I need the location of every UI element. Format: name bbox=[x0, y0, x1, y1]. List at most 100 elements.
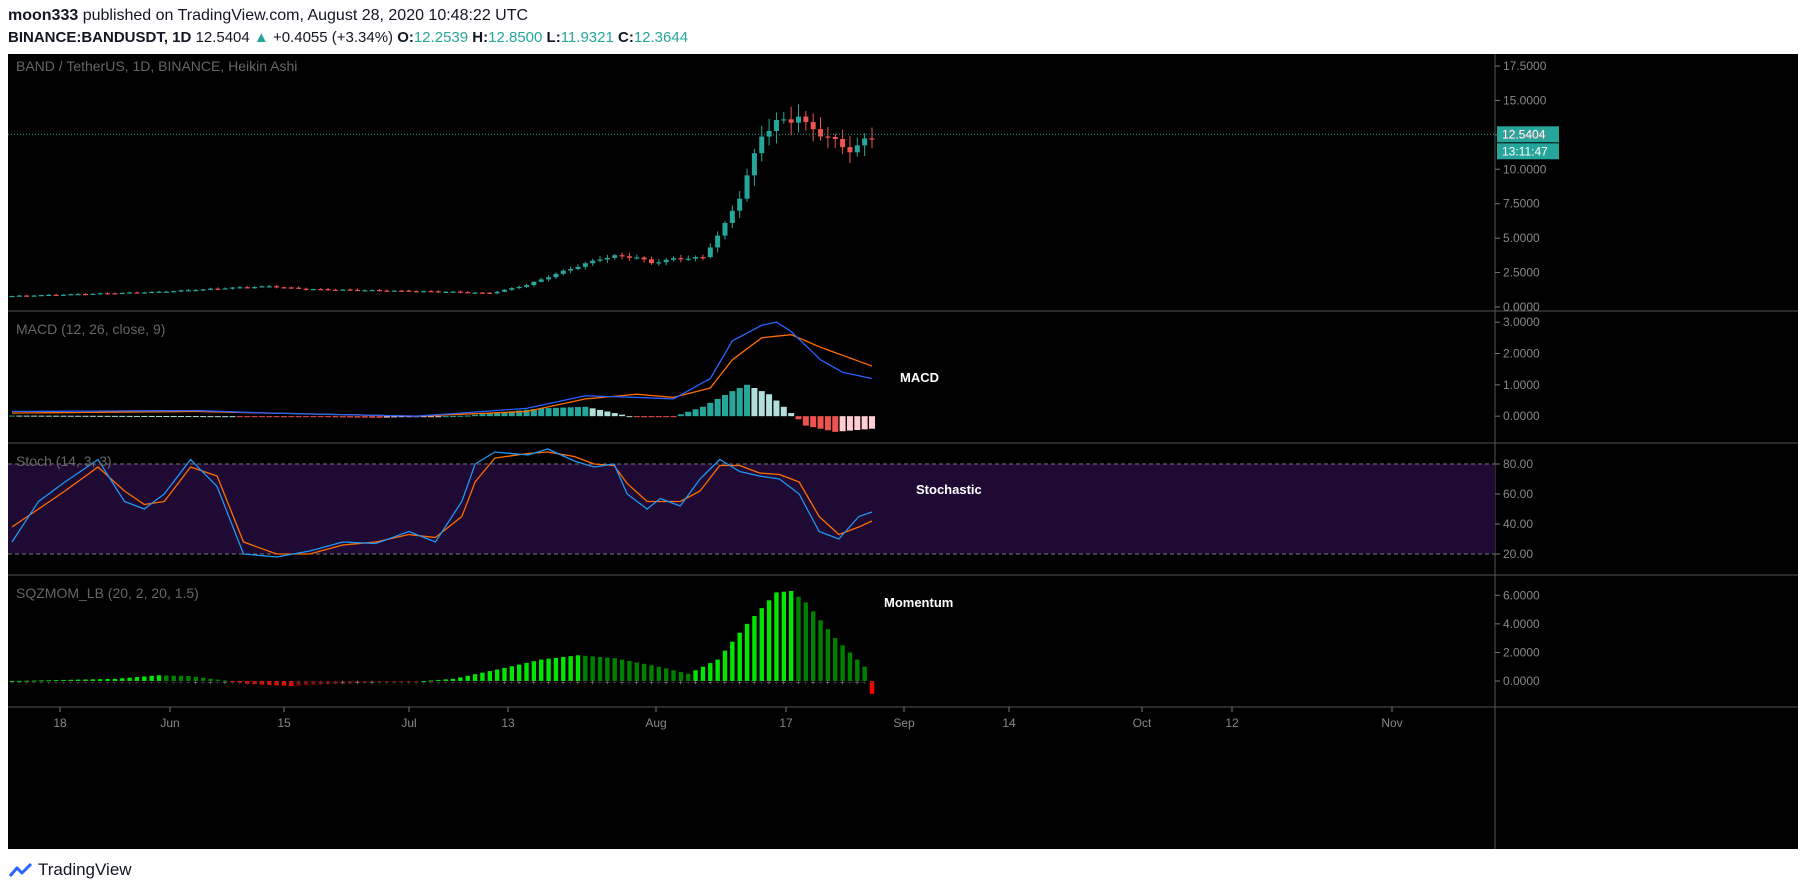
squeeze-dot: + bbox=[730, 678, 735, 687]
momentum-bar bbox=[311, 681, 316, 685]
squeeze-dot: + bbox=[32, 678, 37, 687]
candle-body bbox=[75, 294, 81, 296]
candle-body bbox=[671, 258, 677, 260]
candle-body bbox=[369, 290, 375, 292]
macd-histogram-bar bbox=[516, 410, 523, 417]
candle-body bbox=[266, 286, 272, 288]
candle-body bbox=[215, 288, 221, 290]
momentum-bar bbox=[369, 681, 375, 683]
stoch-annotation: Stochastic bbox=[916, 482, 982, 497]
squeeze-dot: + bbox=[245, 678, 250, 687]
squeeze-dot: + bbox=[862, 678, 867, 687]
candle-body bbox=[318, 289, 324, 291]
momentum-bar bbox=[509, 666, 515, 681]
candle-body bbox=[141, 292, 147, 294]
candle-body bbox=[178, 290, 184, 292]
candle-body bbox=[200, 289, 206, 291]
squeeze-dot: + bbox=[98, 678, 103, 687]
candle-body bbox=[641, 257, 647, 260]
candle-body bbox=[281, 287, 287, 289]
candle-body bbox=[626, 256, 632, 258]
momentum-bar bbox=[612, 658, 617, 681]
squeeze-dot: + bbox=[539, 678, 544, 687]
candle-body bbox=[421, 291, 427, 293]
momentum-bar bbox=[539, 659, 544, 681]
squeeze-dot: + bbox=[833, 678, 838, 687]
macd-histogram-bar bbox=[626, 416, 633, 418]
squeeze-dot: + bbox=[281, 678, 286, 687]
squeeze-dot: + bbox=[326, 678, 331, 687]
macd-histogram-bar bbox=[435, 416, 442, 418]
squeeze-dot: + bbox=[531, 678, 536, 687]
squeeze-dot: + bbox=[789, 678, 794, 687]
momentum-bar bbox=[105, 679, 110, 681]
macd-histogram-bar bbox=[707, 402, 714, 417]
momentum-bar bbox=[788, 591, 794, 681]
squeeze-dot: + bbox=[656, 678, 661, 687]
momentum-bar bbox=[656, 666, 662, 681]
chart-container[interactable]: + + + + + + + + + + + + + + + + + + + + + + + + + + + + + + + + + + + + + + + +… bbox=[8, 54, 1798, 849]
squeeze-dot: + bbox=[583, 678, 588, 687]
momentum-bar bbox=[458, 677, 463, 681]
squeeze-dot: + bbox=[157, 678, 162, 687]
momentum-bar bbox=[237, 681, 243, 683]
macd-histogram-bar bbox=[729, 391, 736, 417]
squeeze-dot: + bbox=[90, 678, 95, 687]
squeeze-dot: + bbox=[553, 678, 558, 687]
squeeze-dot: + bbox=[149, 678, 154, 687]
macd-histogram-bar bbox=[795, 416, 802, 420]
momentum-bar bbox=[781, 591, 786, 681]
candle-body bbox=[560, 270, 566, 274]
candle-body bbox=[156, 291, 162, 293]
symbol-line: BINANCE:BANDUSDT, 1D 12.5404 ▲ +0.4055 (… bbox=[8, 29, 688, 46]
squeeze-dot: + bbox=[634, 678, 639, 687]
squeeze-dot: + bbox=[693, 678, 698, 687]
squeeze-dot: + bbox=[649, 678, 654, 687]
candle-body bbox=[9, 295, 15, 298]
open-value: 12.2539 bbox=[413, 29, 469, 46]
squeeze-dot: + bbox=[818, 678, 823, 687]
momentum-bar bbox=[296, 681, 301, 686]
candle-body bbox=[832, 137, 838, 140]
time-tick-label: 13 bbox=[501, 716, 515, 730]
squeeze-dot: + bbox=[318, 678, 323, 687]
momentum-bar bbox=[421, 681, 426, 682]
momentum-bar bbox=[722, 650, 728, 681]
chart-svg[interactable]: + + + + + + + + + + + + + + + + + + + + + + + + + + + + + + + + + + + + + + + +… bbox=[8, 54, 1798, 849]
momentum-tick-label: 2.0000 bbox=[1503, 645, 1540, 659]
candle-body bbox=[288, 287, 294, 289]
squeeze-dot: + bbox=[767, 678, 772, 687]
squeeze-dot: + bbox=[480, 678, 485, 687]
candle-body bbox=[222, 288, 228, 290]
momentum-bar bbox=[340, 681, 345, 684]
momentum-bar bbox=[355, 681, 360, 684]
squeeze-dot: + bbox=[179, 678, 184, 687]
candle-body bbox=[384, 290, 390, 292]
macd-histogram-bar bbox=[457, 415, 464, 417]
candle-body bbox=[869, 138, 875, 140]
momentum-bar bbox=[362, 681, 368, 683]
squeeze-dot: + bbox=[443, 678, 448, 687]
macd-histogram-bar bbox=[758, 391, 765, 417]
macd-histogram-bar bbox=[60, 415, 67, 417]
squeeze-dot: + bbox=[502, 678, 507, 687]
momentum-bar bbox=[24, 680, 29, 682]
macd-histogram-bar bbox=[744, 384, 751, 417]
candle-body bbox=[259, 286, 265, 288]
squeeze-dot: + bbox=[620, 678, 625, 687]
momentum-bar bbox=[693, 670, 698, 681]
candle-body bbox=[193, 290, 199, 292]
momentum-bar bbox=[333, 681, 338, 684]
macd-tick-label: 1.0000 bbox=[1503, 378, 1540, 392]
macd-histogram-bar bbox=[442, 416, 449, 418]
macd-histogram-bar bbox=[508, 411, 515, 417]
squeeze-dot: + bbox=[840, 678, 845, 687]
footer-brand[interactable]: TradingView bbox=[8, 860, 132, 880]
macd-histogram-bar bbox=[273, 416, 280, 418]
high-value: 12.8500 bbox=[488, 29, 543, 46]
candle-body bbox=[244, 287, 250, 289]
momentum-bar bbox=[414, 681, 419, 682]
author-name[interactable]: moon333 bbox=[8, 7, 79, 24]
time-tick-label: Aug bbox=[645, 716, 666, 730]
candle-body bbox=[759, 136, 765, 154]
